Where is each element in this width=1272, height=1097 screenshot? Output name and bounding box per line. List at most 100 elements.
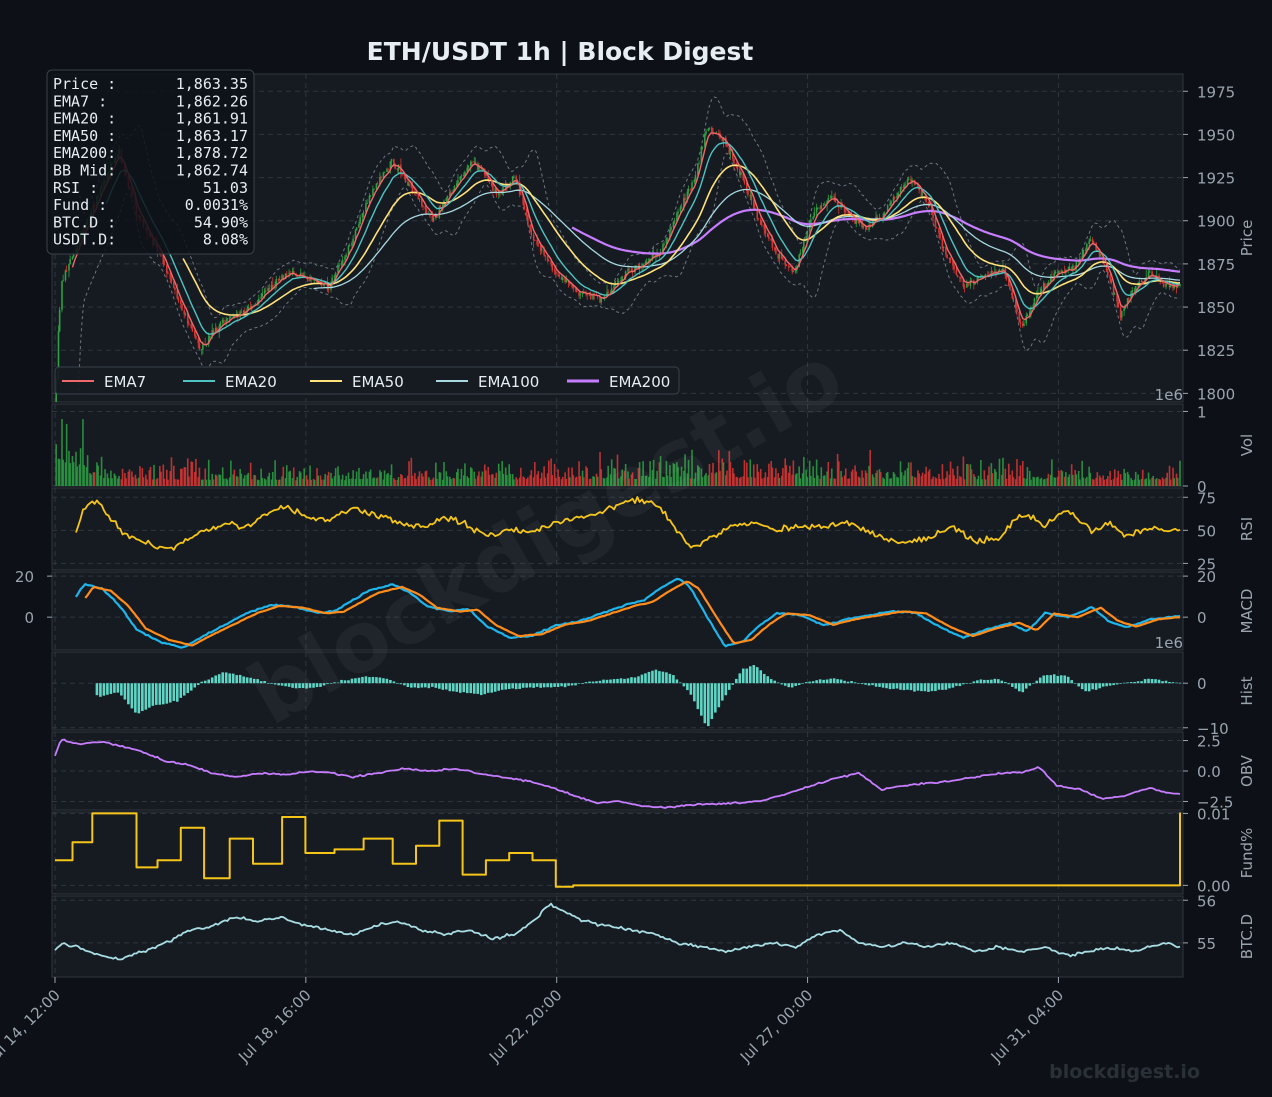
hist-bar (577, 683, 581, 684)
candle-body (830, 196, 833, 198)
hist-bar (738, 673, 742, 684)
hist-bar (319, 683, 322, 687)
volume-bar (478, 471, 480, 486)
candle-body (1096, 249, 1099, 252)
volume-bar (448, 476, 451, 486)
candle-body (617, 280, 620, 282)
candle-body (561, 277, 564, 280)
volume-bar (1127, 474, 1130, 486)
panel-hist-yticks: −100 (1183, 675, 1229, 738)
candle-body (193, 331, 196, 336)
hist-bar (937, 683, 941, 690)
candle-body (386, 169, 388, 172)
volume-bar (1065, 472, 1067, 486)
volume-bar (541, 472, 543, 486)
candle-body (455, 183, 458, 187)
candle-body (663, 243, 665, 245)
volume-bar (148, 470, 151, 486)
candle-body (899, 187, 902, 193)
volume-bar (596, 476, 599, 486)
info-value: 8.08% (203, 231, 248, 249)
volume-bar (174, 479, 176, 486)
candle-body (511, 176, 514, 183)
volume-bar (896, 476, 898, 486)
hist-bar (665, 672, 668, 684)
candle-body (994, 271, 996, 273)
hist-bar (794, 683, 797, 686)
volume-bar (815, 459, 818, 486)
candle-body (177, 298, 180, 301)
volume-bar (1084, 478, 1087, 486)
volume-bar (313, 479, 316, 486)
candle-body (523, 204, 526, 209)
volume-bar (366, 478, 368, 486)
volume-bar (1175, 473, 1178, 486)
hist-bar (95, 683, 99, 696)
hist-bar (951, 683, 955, 688)
candle-body (281, 275, 283, 280)
hist-bar (871, 683, 874, 686)
volume-bar (1134, 471, 1137, 486)
candle-body (432, 217, 435, 221)
hist-bar (560, 683, 563, 687)
volume-bar (499, 470, 501, 486)
volume-bar (1028, 470, 1031, 486)
volume-bar (997, 479, 1000, 486)
hist-bar (804, 682, 808, 684)
candle-body (642, 264, 644, 266)
candle-body (773, 247, 776, 250)
volume-bar (600, 469, 602, 486)
volume-bar (698, 466, 700, 486)
volume-bar (425, 470, 428, 486)
volume-bar (312, 478, 315, 486)
hist-bar (200, 681, 204, 684)
hist-bar (238, 674, 242, 684)
hist-bar (298, 683, 301, 689)
candle-body (770, 238, 773, 241)
ytick-label-left: 20 (15, 568, 34, 586)
candle-body (1001, 269, 1003, 271)
candle-body (855, 220, 858, 224)
candle-body (466, 167, 469, 172)
hist-bar (797, 683, 801, 686)
hist-bar (252, 678, 256, 684)
volume-bar (338, 475, 340, 486)
candle-body (942, 246, 945, 248)
volume-bar (1112, 478, 1115, 486)
hist-bar (518, 683, 521, 689)
volume-bar (100, 456, 103, 486)
volume-bar (107, 478, 110, 486)
volume-bar (728, 451, 731, 486)
bollinger-lower (77, 152, 1181, 392)
hist-bar (182, 683, 186, 696)
candle-body (764, 229, 767, 234)
volume-bar (921, 472, 924, 486)
hist-bar (1171, 682, 1175, 684)
volume-bar (1075, 474, 1078, 486)
hist-bar (301, 683, 305, 688)
candle-body (934, 218, 937, 227)
candle-body (823, 203, 826, 205)
volume-bar (169, 471, 172, 486)
volume-bar (139, 466, 141, 486)
volume-bar (1138, 479, 1141, 486)
hist-bar (434, 683, 438, 688)
candle-body (778, 254, 781, 259)
hist-bar (514, 683, 518, 690)
candle-body (1105, 263, 1108, 272)
hist-bar (217, 674, 221, 684)
volume-bar (302, 478, 304, 486)
volume-bar (361, 478, 364, 486)
candle-body (995, 271, 997, 273)
candle-body (553, 270, 556, 272)
hist-bar (375, 677, 378, 684)
volume-bar (885, 472, 888, 486)
volume-bar (617, 478, 620, 486)
candle-body (785, 264, 788, 267)
volume-bar (386, 474, 388, 486)
hist-bar (270, 683, 273, 684)
volume-bar (352, 470, 354, 486)
legend-label: EMA7 (104, 373, 146, 391)
